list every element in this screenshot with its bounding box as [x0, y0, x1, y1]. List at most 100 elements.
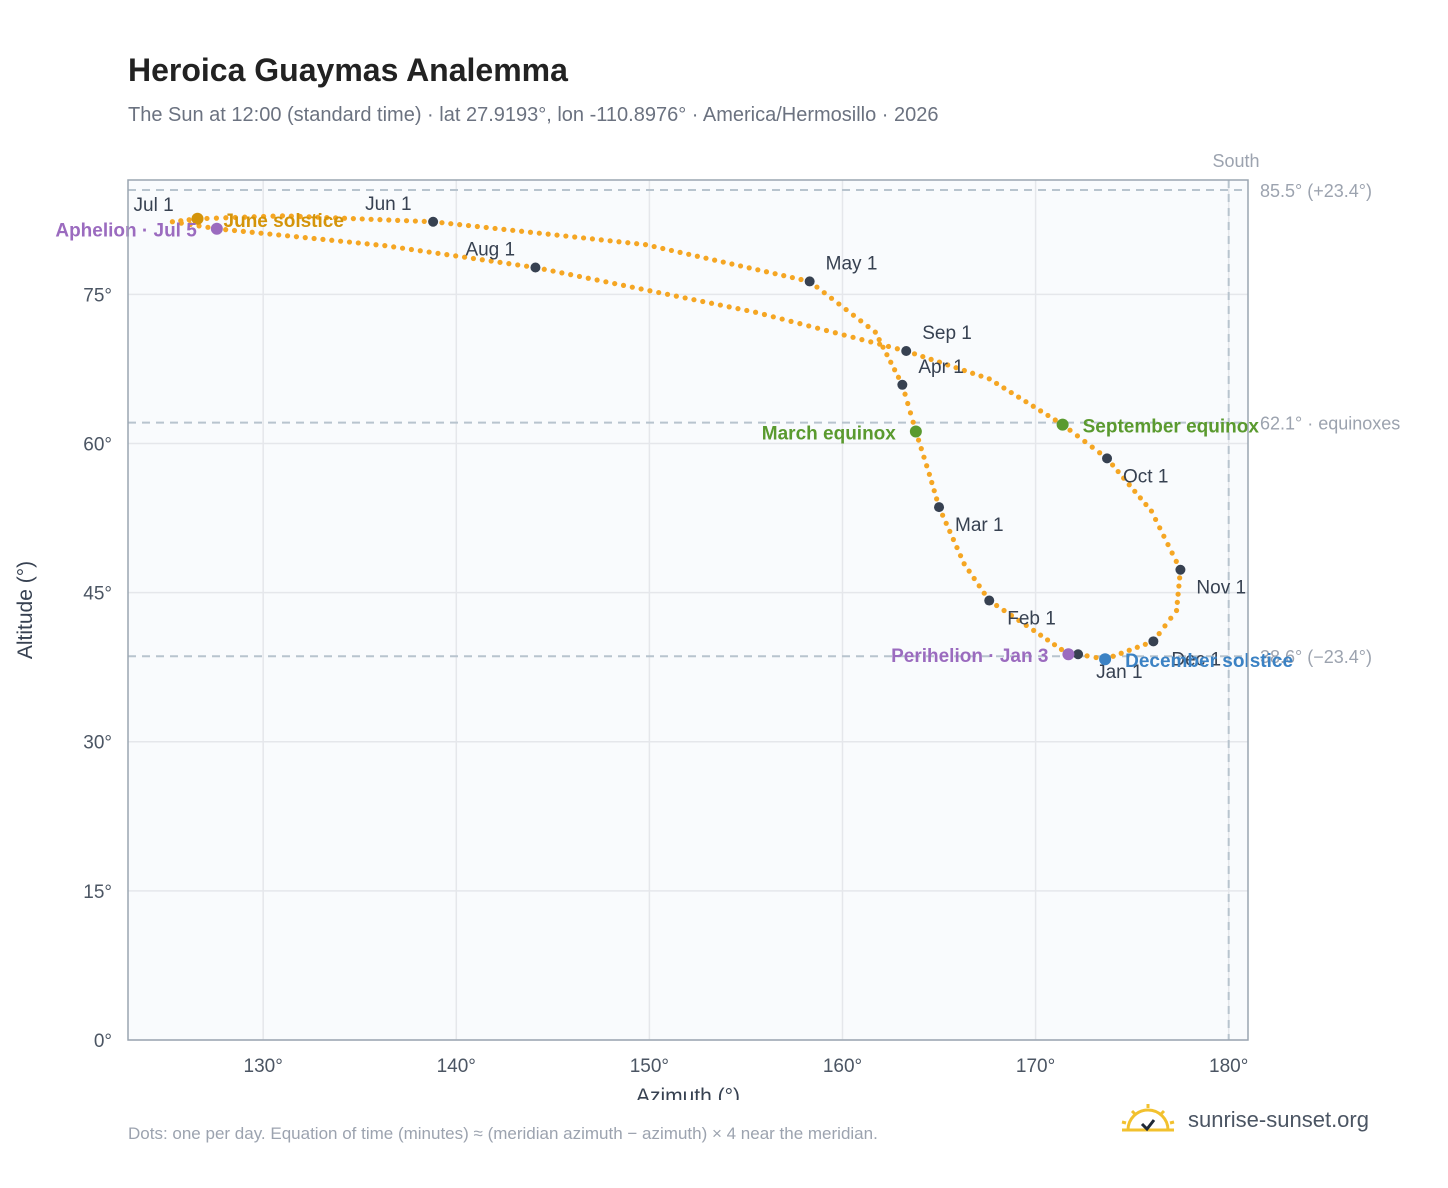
day-dot [1169, 550, 1175, 556]
day-dot [506, 261, 512, 267]
day-dot [884, 352, 890, 358]
day-dot [911, 351, 918, 357]
day-dot [660, 245, 666, 252]
day-dot [677, 249, 683, 255]
x-tick-label: 170° [1016, 1056, 1055, 1077]
day-dot [261, 213, 267, 220]
day-dot [894, 346, 900, 352]
day-dot [885, 343, 892, 350]
day-dot [457, 222, 463, 228]
day-dot [1097, 450, 1103, 456]
day-dot [961, 367, 967, 374]
day-dot [828, 295, 835, 301]
day-dot [479, 257, 485, 263]
day-dot [931, 488, 937, 494]
day-dot [204, 215, 210, 222]
month-label: May 1 [826, 253, 878, 274]
day-dot [510, 227, 516, 233]
day-dot [1045, 412, 1051, 419]
x-tick-label: 160° [823, 1056, 862, 1077]
day-dot [1109, 462, 1116, 468]
event-label: June solstice [224, 211, 344, 232]
y-tick-label: 0° [94, 1031, 112, 1052]
axis-ticks: 130° 140° 150° 160° 170° 180° 0° 15° 30° 45° 60° 75… [83, 285, 1248, 1077]
day-dot [1134, 644, 1140, 650]
day-dot [1001, 385, 1007, 391]
day-dot [594, 277, 600, 283]
brand[interactable]: sunrise-sunset.org [1120, 1104, 1369, 1136]
day-dot [729, 261, 735, 267]
day-dot [488, 258, 494, 264]
month-marker [804, 276, 815, 287]
x-tick-label: 180° [1209, 1056, 1248, 1077]
day-dot [279, 213, 286, 219]
month-marker [1175, 564, 1186, 575]
reference-line-label: 38.6° (−23.4°) [1260, 647, 1372, 667]
day-dot [474, 223, 480, 230]
day-dot [625, 240, 631, 246]
plot-frame [127, 179, 1249, 1041]
day-dot [850, 334, 856, 340]
day-dot [1115, 468, 1121, 475]
day-dot [1176, 583, 1182, 589]
y-tick-label: 15° [83, 882, 112, 903]
day-dot [1093, 654, 1099, 661]
day-dot [536, 230, 542, 236]
day-dot [858, 318, 864, 324]
day-dot [1174, 599, 1180, 605]
day-dot [910, 419, 916, 425]
day-dot [439, 220, 445, 226]
day-dot [1016, 617, 1022, 624]
day-dot [720, 259, 726, 265]
day-dot [213, 215, 219, 221]
day-dot [550, 268, 556, 274]
day-dot [1044, 637, 1051, 643]
day-dot [572, 234, 578, 240]
day-dot [1110, 653, 1116, 659]
day-dot [386, 217, 392, 223]
x-tick-label: 150° [630, 1056, 669, 1077]
day-dot [1142, 641, 1148, 647]
day-dot [270, 213, 276, 219]
day-dot [284, 233, 291, 239]
day-dot [417, 248, 423, 254]
day-dot [612, 280, 618, 287]
day-dot [1126, 647, 1132, 653]
day-dot [580, 235, 587, 241]
event-marker [1056, 418, 1069, 431]
day-dot [668, 247, 675, 254]
event-label: Aphelion · Jul 5 [55, 221, 197, 242]
day-dot [779, 316, 785, 322]
day-dot [515, 262, 521, 268]
day-dot [169, 219, 176, 225]
month-marker [901, 346, 912, 357]
day-dot [798, 276, 804, 283]
month-label: Sep 1 [922, 323, 972, 344]
day-dot [789, 274, 795, 281]
day-dot [1008, 612, 1015, 619]
day-dot [1162, 623, 1168, 629]
day-dot [1152, 516, 1159, 523]
day-dot [1008, 389, 1014, 396]
day-dot [395, 217, 401, 223]
day-dot [1058, 646, 1065, 653]
day-dot [563, 233, 569, 239]
reference-lines: 85.5° (+23.4°) 62.1° · equinoxes 38.6° (−2… [128, 180, 1400, 1040]
day-dot [755, 267, 761, 273]
day-dot [620, 282, 627, 288]
day-dot [453, 253, 459, 259]
day-dot [712, 257, 718, 263]
day-dot [329, 237, 335, 243]
day-dot [1168, 615, 1174, 621]
x-axis-label: Azimuth (°) [636, 1085, 740, 1100]
day-dot [576, 273, 583, 280]
day-dot [981, 590, 987, 596]
day-dot [700, 298, 706, 305]
day-dot [1165, 541, 1171, 548]
day-dot [694, 253, 700, 259]
event-label: December solstice [1125, 651, 1293, 672]
day-dot [876, 337, 882, 343]
day-dot [978, 373, 984, 379]
day-dot [656, 289, 662, 296]
day-dot [926, 471, 932, 477]
